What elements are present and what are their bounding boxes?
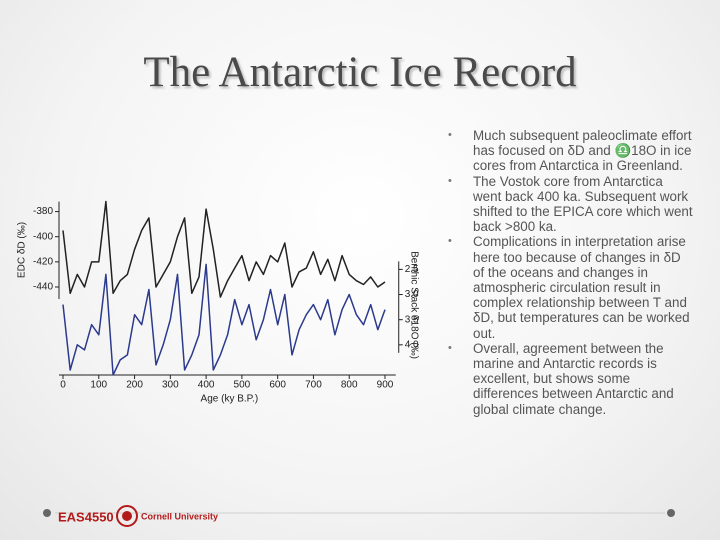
y-tick-label: -440 [33, 282, 53, 293]
bullet: Overall, agreement between the marine an… [448, 341, 693, 417]
seal [116, 505, 138, 527]
y-tick-label: -380 [33, 206, 53, 217]
bullet: The Vostok core from Antarctica went bac… [448, 174, 693, 235]
bullet: Complications in interpretation arise he… [448, 234, 693, 340]
y2-tick-label: 3.0 [405, 289, 419, 300]
slide-title: The Antarctic Ice Record [143, 49, 577, 96]
y2-tick-label: 4.0 [405, 339, 419, 350]
bullet-list: Much subsequent paleoclimate effort has … [448, 128, 693, 417]
footer-dot [43, 509, 51, 517]
x-tick-label: 500 [234, 380, 251, 391]
y-tick-label: -420 [33, 256, 53, 267]
x-tick-label: 200 [126, 380, 143, 391]
x-tick-label: 300 [162, 380, 179, 391]
y-axis-label: EDC δD (‰) [17, 222, 28, 278]
x-tick-label: 700 [305, 380, 322, 391]
x-tick-label: 600 [269, 380, 286, 391]
x-tick-label: 900 [377, 380, 394, 391]
course-label: EAS4550 [58, 509, 114, 524]
x-tick-label: 800 [341, 380, 358, 391]
y-tick-label: -400 [33, 231, 53, 242]
series-line [62, 263, 386, 376]
x-tick-label: 400 [198, 380, 215, 391]
footer-dot [667, 509, 675, 517]
y2-tick-label: 3.5 [405, 314, 419, 325]
y2-tick-label: 2.5 [405, 264, 419, 275]
x-tick-label: 100 [90, 380, 107, 391]
y2-axis-label: Benthic Stack δ18O (‰) [408, 251, 419, 359]
x-tick-label: 0 [60, 380, 66, 391]
bullet: Much subsequent paleoclimate effort has … [448, 128, 693, 174]
x-axis-label: Age (ky B.P.) [201, 394, 259, 405]
university-label: Cornell University [141, 511, 218, 521]
series-line [62, 200, 386, 298]
seal-center [122, 511, 132, 521]
